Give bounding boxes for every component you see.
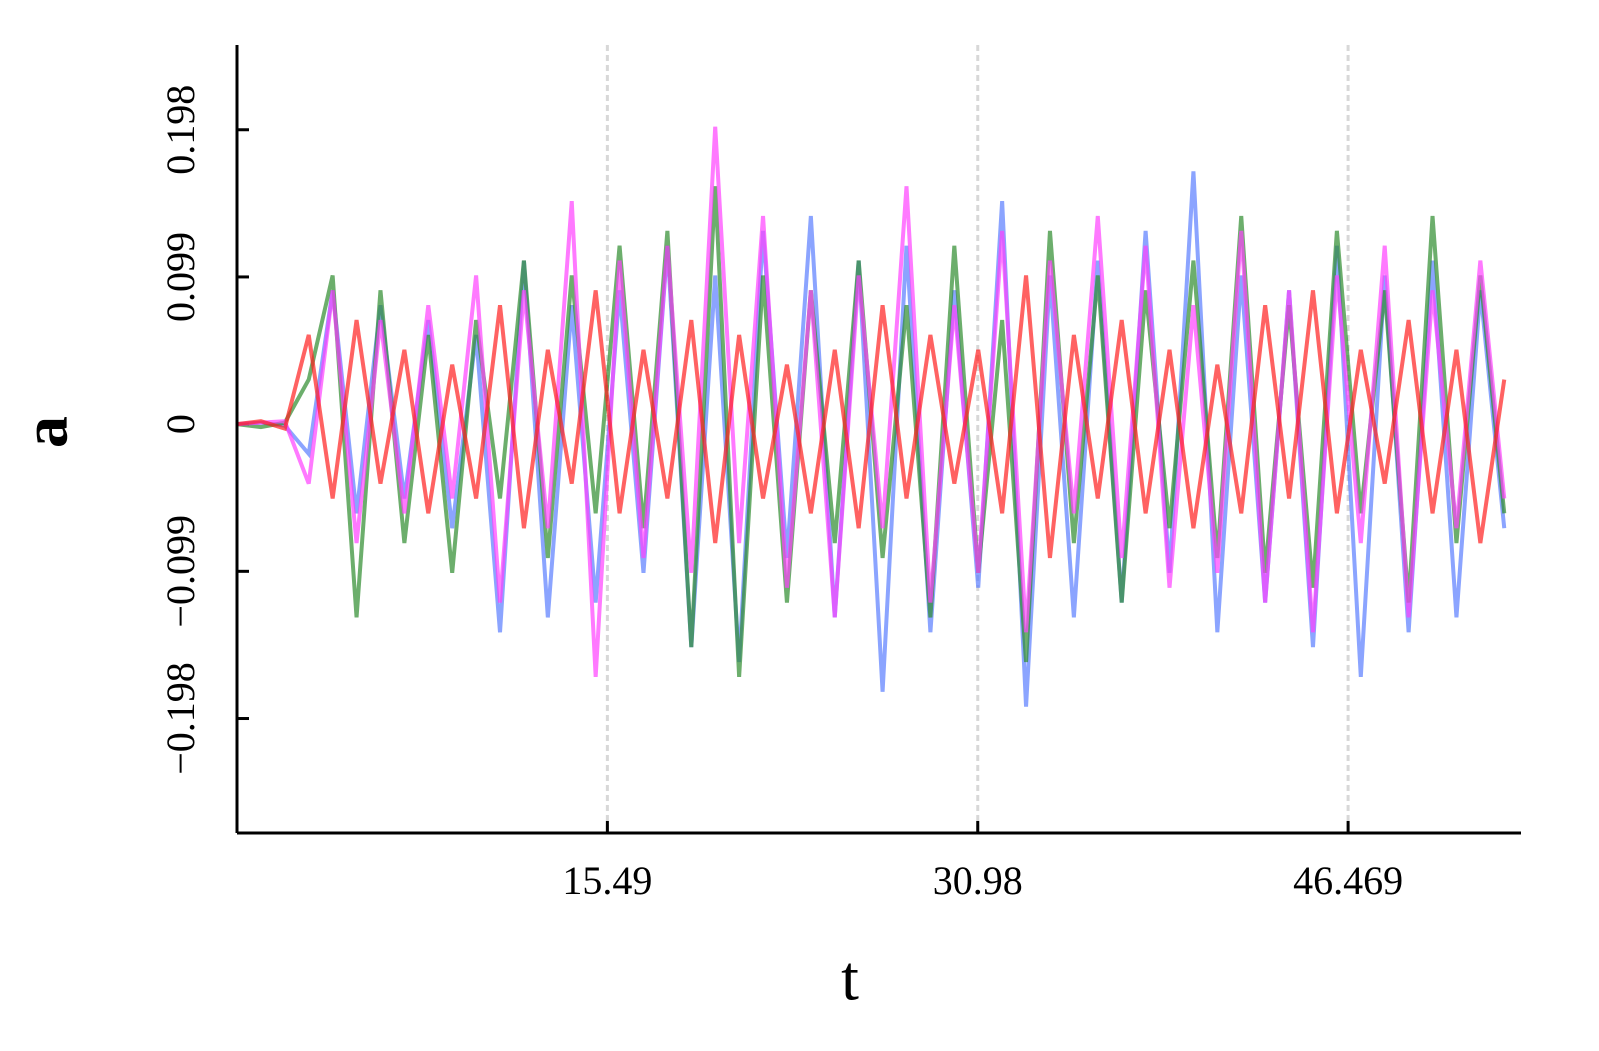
y-axis-label: a	[10, 416, 81, 448]
y-tick-label: −0.198	[158, 662, 203, 775]
y-tick-label: 0.198	[158, 85, 203, 175]
y-tick-label: −0.099	[158, 515, 203, 628]
y-tick-label: 0.099	[158, 232, 203, 322]
x-axis-label: t	[841, 943, 859, 1014]
x-tick-label: 46.469	[1293, 858, 1403, 903]
x-tick-label: 15.49	[562, 858, 652, 903]
series-line	[236, 275, 1507, 559]
x-tick-label: 30.98	[933, 858, 1023, 903]
y-tick-label: 0	[158, 414, 203, 434]
